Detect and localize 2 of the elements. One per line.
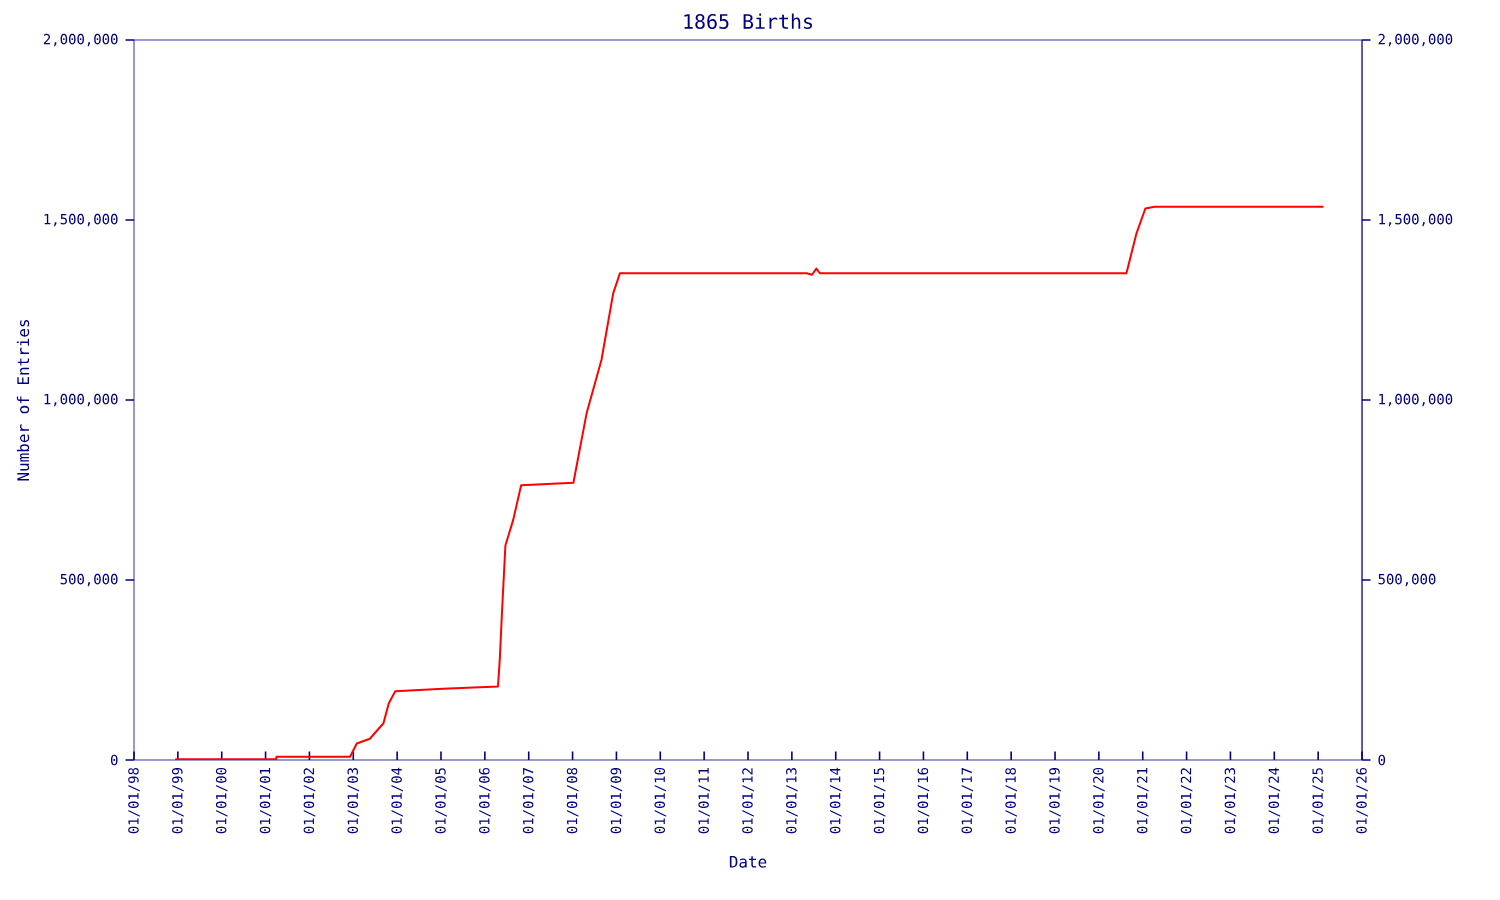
chart-title: 1865 Births	[684, 13, 813, 29]
line-series	[174, 205, 1325, 760]
